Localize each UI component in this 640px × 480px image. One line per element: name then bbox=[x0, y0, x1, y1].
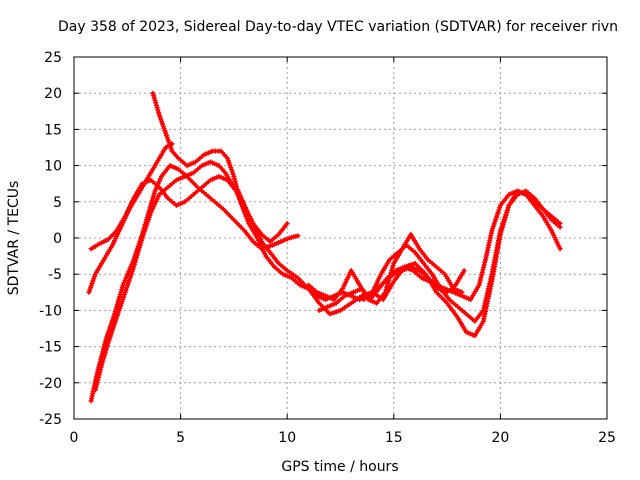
y-tick-label: -25 bbox=[39, 412, 62, 428]
y-tick-label: -20 bbox=[39, 376, 62, 392]
y-axis-label: SDTVAR / TECUs bbox=[6, 181, 22, 296]
x-tick-label: 0 bbox=[70, 430, 79, 446]
x-tick-label: 15 bbox=[385, 430, 403, 446]
y-tick-label: 0 bbox=[53, 231, 62, 247]
x-tick-label: 25 bbox=[598, 430, 616, 446]
y-tick-label: -15 bbox=[39, 340, 62, 356]
y-tick-label: 15 bbox=[44, 122, 62, 138]
x-axis-label: GPS time / hours bbox=[281, 459, 398, 475]
series-point-markers bbox=[361, 188, 563, 324]
grid-lines bbox=[74, 57, 607, 419]
axis-ticks: 0 5 10 15 20 25 25 20 15 10 5 0 -5 -10 -15 -20 -25 bbox=[39, 50, 616, 446]
x-tick-label: 10 bbox=[278, 430, 296, 446]
series-track-1 bbox=[88, 163, 301, 404]
series-track-8 bbox=[306, 231, 465, 306]
x-tick-label: 20 bbox=[491, 430, 509, 446]
y-tick-label: 5 bbox=[53, 195, 62, 211]
y-tick-label: 10 bbox=[44, 159, 62, 175]
x-tick-label: 5 bbox=[176, 430, 185, 446]
y-tick-label: -5 bbox=[48, 267, 62, 283]
y-tick-label: 20 bbox=[44, 86, 62, 102]
y-tick-label: 25 bbox=[44, 50, 62, 66]
data-series bbox=[86, 90, 563, 404]
chart-title: Day 358 of 2023, Sidereal Day-to-day VTE… bbox=[58, 19, 618, 35]
series-point-markers bbox=[88, 163, 301, 404]
series-point-markers bbox=[306, 231, 465, 306]
series-track-6 bbox=[361, 188, 563, 324]
y-tick-label: -10 bbox=[39, 303, 62, 319]
series-line bbox=[151, 91, 562, 302]
